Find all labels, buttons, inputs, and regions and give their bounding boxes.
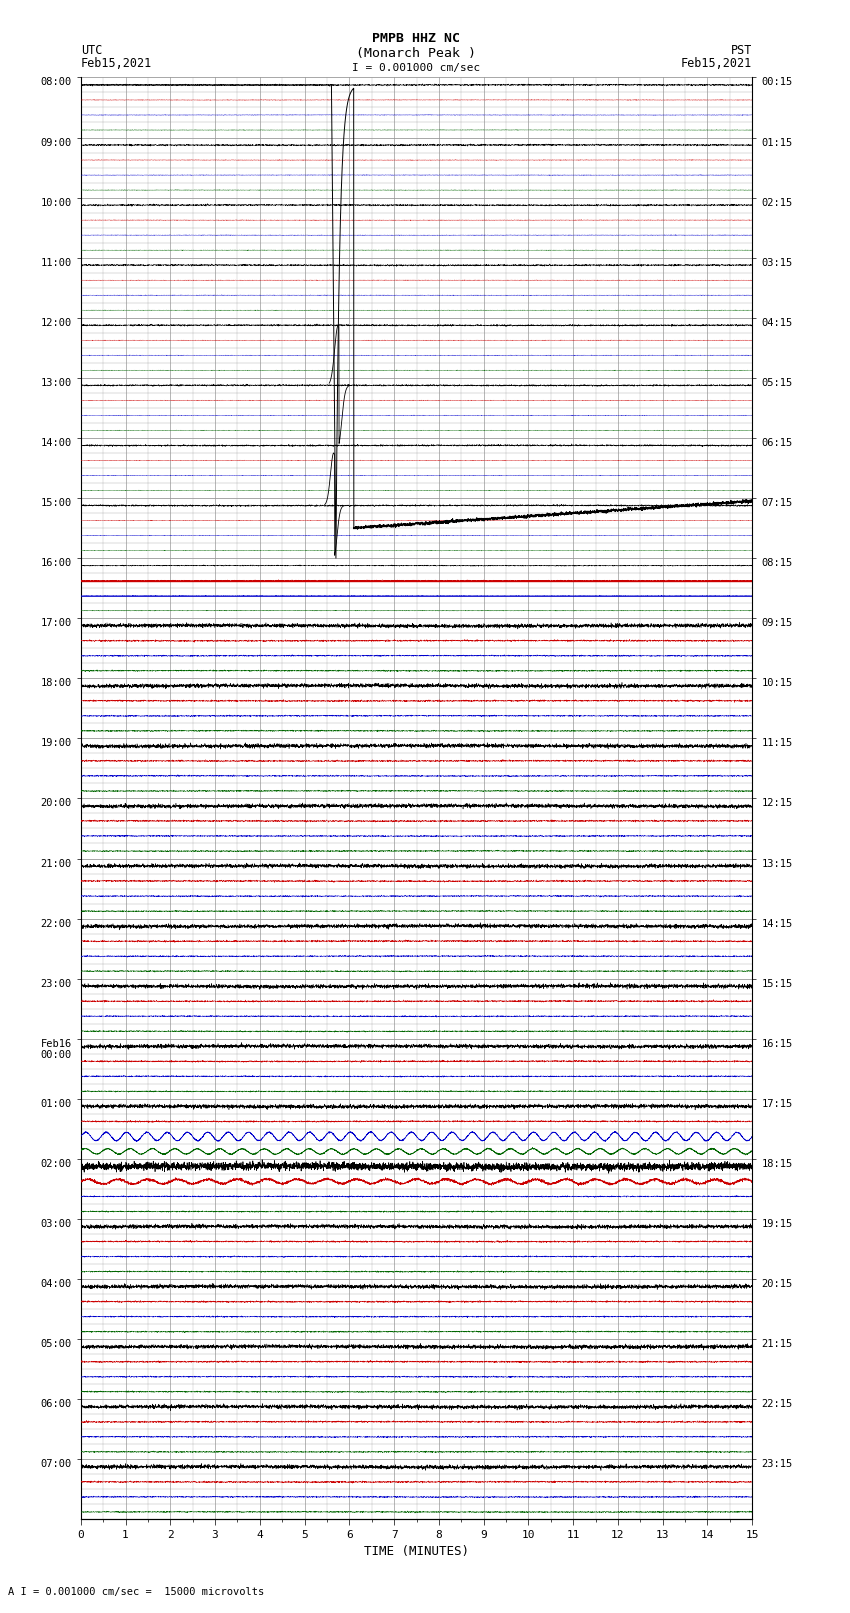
Text: PST: PST (731, 44, 752, 58)
Text: I = 0.001000 cm/sec: I = 0.001000 cm/sec (353, 63, 480, 73)
Text: PMPB HHZ NC: PMPB HHZ NC (372, 32, 461, 45)
Text: Feb15,2021: Feb15,2021 (81, 56, 152, 71)
Text: (Monarch Peak ): (Monarch Peak ) (356, 47, 477, 60)
Text: Feb15,2021: Feb15,2021 (681, 56, 752, 71)
Text: UTC: UTC (81, 44, 102, 58)
X-axis label: TIME (MINUTES): TIME (MINUTES) (364, 1545, 469, 1558)
Text: A I = 0.001000 cm/sec =  15000 microvolts: A I = 0.001000 cm/sec = 15000 microvolts (8, 1587, 264, 1597)
